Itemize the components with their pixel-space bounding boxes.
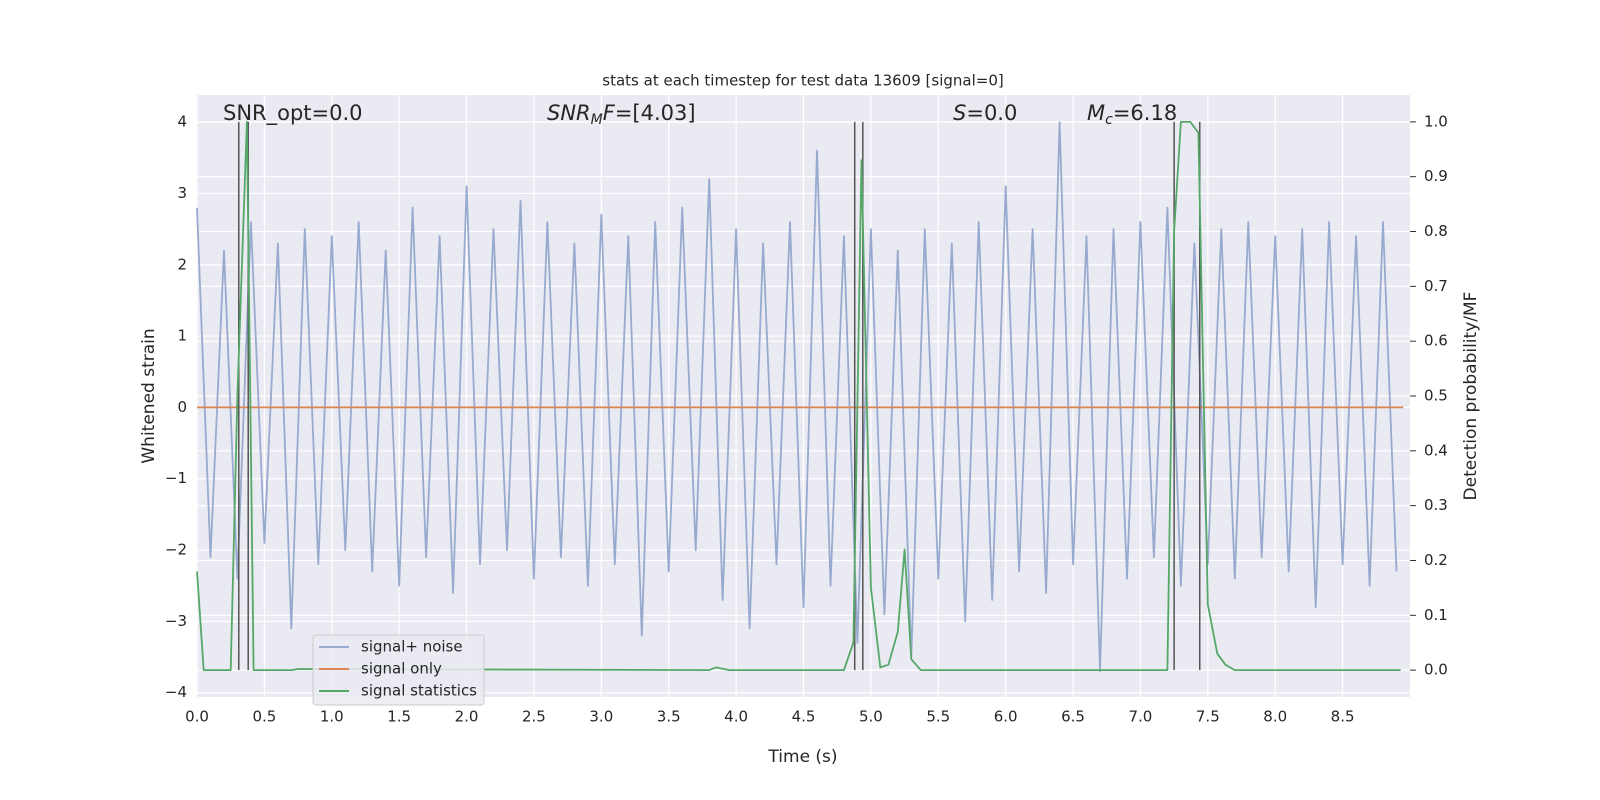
annotation-part: SNR	[547, 101, 591, 125]
annotation-part: F	[603, 101, 616, 125]
x-tick-label: 0.0	[185, 708, 209, 726]
x-tick-label: 0.5	[252, 708, 276, 726]
annotation-part: S	[953, 101, 966, 125]
y2-tick-label: 0.9	[1424, 167, 1448, 185]
y-tick-label: 2	[177, 255, 187, 273]
y2-tick-label: 0.1	[1424, 606, 1448, 624]
x-axis-label: Time (s)	[767, 747, 837, 767]
annotation: S=0.0	[953, 101, 1017, 125]
x-tick-label: 4.5	[792, 708, 816, 726]
y2-tick-label: 1.0	[1424, 112, 1448, 130]
y-axis-label: Whitened strain	[139, 328, 159, 463]
y-tick-label: 4	[177, 113, 187, 131]
annotation-part: SNR_opt=0.0	[223, 101, 363, 126]
annotation: Mc=6.18	[1087, 101, 1177, 128]
legend-label: signal only	[361, 660, 442, 678]
annotation-part: =[4.03]	[615, 101, 696, 125]
y2-tick-label: 0.6	[1424, 332, 1448, 350]
x-tick-label: 5.0	[859, 708, 883, 726]
x-tick-label: 1.0	[320, 708, 344, 726]
y2-tick-label: 0.2	[1424, 551, 1448, 569]
annotation-part: M	[1087, 101, 1105, 125]
legend-label: signal+ noise	[361, 638, 463, 656]
annotation-part: M	[591, 112, 603, 128]
x-tick-label: 3.5	[657, 708, 681, 726]
annotation: SNR_opt=0.0	[223, 101, 363, 126]
x-tick-label: 6.5	[1061, 708, 1085, 726]
y2-tick-label: 0.3	[1424, 496, 1448, 514]
y-tick-label: −3	[165, 612, 187, 630]
y2-tick-label: 0.7	[1424, 277, 1448, 295]
series-line	[196, 121, 1401, 671]
x-tick-label: 4.0	[724, 708, 748, 726]
x-tick-label: 5.5	[926, 708, 950, 726]
annotation-part: c	[1105, 112, 1113, 128]
chart-title: stats at each timestep for test data 136…	[602, 72, 1003, 90]
y2-tick-label: 0.0	[1424, 661, 1448, 679]
annotation-part: =6.18	[1113, 101, 1177, 125]
y-tick-label: 3	[177, 184, 187, 202]
x-tick-label: 8.5	[1331, 708, 1355, 726]
legend-label: signal statistics	[361, 682, 477, 700]
x-tick-label: 7.0	[1129, 708, 1153, 726]
y2-axis-label: Detection probability/MF	[1461, 292, 1481, 501]
y-tick-label: −2	[165, 541, 187, 559]
x-tick-label: 2.0	[455, 708, 479, 726]
x-tick-label: 6.0	[994, 708, 1018, 726]
y2-tick-label: 0.5	[1424, 387, 1448, 405]
y-tick-label: 1	[177, 327, 187, 345]
x-tick-label: 1.5	[387, 708, 411, 726]
x-tick-label: 2.5	[522, 708, 546, 726]
annotation-part: =0.0	[966, 101, 1017, 125]
y-tick-label: 0	[177, 398, 187, 416]
y2-tick-label: 0.8	[1424, 222, 1448, 240]
y2-tick-label: 0.4	[1424, 441, 1448, 459]
y-tick-label: −4	[165, 683, 187, 701]
y-tick-label: −1	[165, 469, 187, 487]
legend	[312, 634, 485, 706]
x-tick-label: 7.5	[1196, 708, 1220, 726]
x-tick-label: 8.0	[1263, 708, 1287, 726]
series-line	[196, 121, 1398, 673]
x-tick-label: 3.0	[589, 708, 613, 726]
annotation: SNRMF=[4.03]	[547, 101, 696, 128]
